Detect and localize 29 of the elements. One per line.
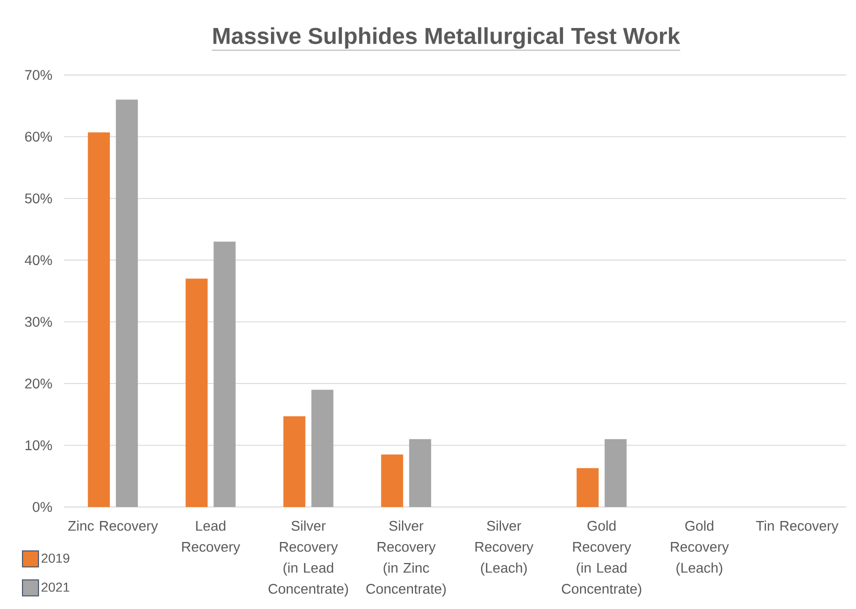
- x-tick-label: Gold Recovery (in Lead Concentrate): [562, 520, 642, 597]
- x-tick-label: Tin Recovery: [756, 520, 838, 534]
- bar: [604, 439, 627, 507]
- y-tick-label: 10%: [26, 440, 52, 450]
- x-tick-label: Silver Recovery (Leach): [475, 520, 534, 576]
- bar: [214, 242, 236, 507]
- x-tick-label: Zinc Recovery: [68, 520, 158, 534]
- chart-title: Massive Sulphides Metallurgical Test Work: [213, 27, 680, 49]
- legend-label: 2021: [42, 582, 70, 592]
- legend-label: 2019: [42, 554, 70, 563]
- bar: [186, 278, 208, 507]
- bar: [116, 100, 138, 507]
- bar: [409, 439, 432, 507]
- bar: [88, 132, 110, 507]
- y-tick-label: 40%: [24, 255, 52, 266]
- y-tick-label: 0%: [32, 502, 52, 512]
- x-tick-label: Silver Recovery (in Lead Concentrate): [268, 520, 348, 597]
- x-tick-label: Silver Recovery (in Zinc Concentrate): [366, 520, 446, 597]
- y-tick-label: 20%: [25, 378, 52, 389]
- y-tick-label: 30%: [24, 316, 52, 327]
- bar: [311, 390, 334, 507]
- bar: [283, 416, 306, 507]
- bar: [576, 468, 599, 507]
- bar: [381, 454, 404, 507]
- y-tick-label: 60%: [25, 132, 52, 142]
- x-tick-label: Gold Recovery (Leach): [670, 520, 729, 576]
- x-tick-label: Lead Recovery: [182, 520, 240, 555]
- y-tick-label: 50%: [25, 193, 52, 204]
- y-tick-label: 70%: [25, 70, 52, 80]
